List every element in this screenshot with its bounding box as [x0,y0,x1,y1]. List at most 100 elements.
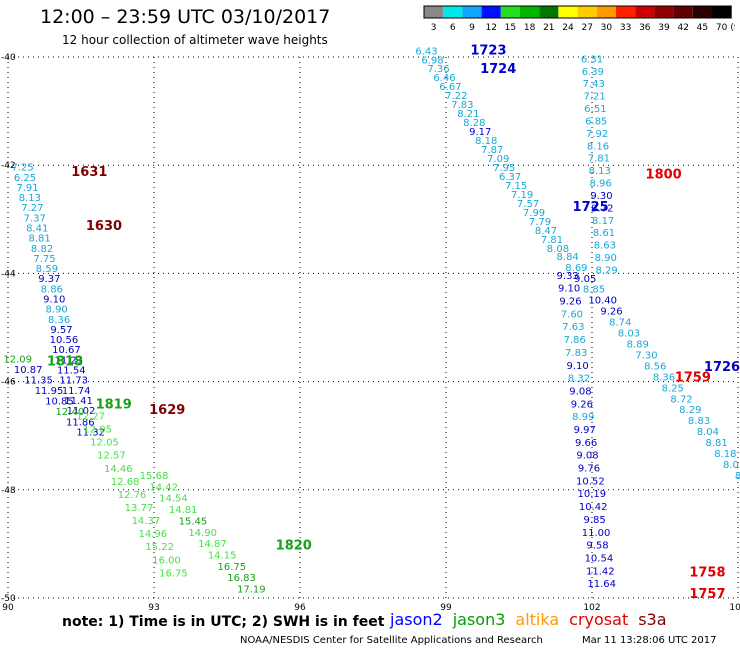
wave-height-map: 90 93 96 99 102 105 -40 -42 -44 -46 -48 -50 7.256.25… [1,43,740,610]
longitude-label: 105 [729,603,740,610]
wave-height-value: 7.57 [517,199,539,210]
wave-height-value: 8.17 [592,216,614,227]
wave-height-value: 11.02 [67,406,96,417]
wave-height-value: 9.58 [586,541,608,552]
wave-height-value: 9.66 [575,438,597,449]
scale-swatch [673,6,693,18]
wave-height-value: 10.67 [52,345,81,356]
page-title: 12:00 – 23:59 UTC 03/10/2017 [40,6,331,28]
scale-label: 70 [716,23,728,33]
wave-height-value: 9.76 [578,464,600,475]
wave-height-value: 12.76 [118,490,147,501]
wave-height-value: 8.03 [618,329,640,340]
wave-height-value: 8.28 [463,118,485,129]
wave-height-value: 14.81 [169,505,198,516]
scale-swatch [577,6,597,18]
scale-label: 39 [658,23,670,33]
generated-timestamp: Mar 11 13:28:06 UTC 2017 [582,635,717,646]
pass-time-label: 1723 [470,43,506,58]
wave-height-value: 16.75 [159,568,188,579]
wave-height-value: 10.52 [576,476,605,487]
wave-height-value: 14.37 [132,516,161,527]
wave-height-value: 8.99 [572,412,594,423]
wave-height-value: 8.90 [46,305,68,316]
wave-height-value: 9.26 [559,297,581,308]
scale-swatch [443,6,463,18]
wave-height-value: 8.47 [535,226,557,237]
wave-height-value: 8.56 [644,361,666,372]
wave-height-value: 7.95 [493,163,515,174]
wave-height-value: 9.72 [591,203,613,214]
wave-height-value: 8.04 [697,427,719,438]
wave-height-value: 14.15 [208,551,237,562]
wave-height-value: 8.0 [735,471,740,482]
wave-height-value: 8.72 [670,394,692,405]
wave-height-value: 8.29 [679,405,701,416]
altimeter-track: 12.27 12.05 12.05 12.57 14.46 12.68 12.76 13.77… [76,411,187,579]
scale-label: 45 [697,23,708,33]
wave-height-value: 7.21 [583,92,605,103]
wave-height-value: 9.26 [600,307,622,318]
pass-time-label: 1820 [276,538,312,553]
wave-height-value: 8.74 [609,318,631,329]
wave-height-value: 6.43 [415,46,437,57]
wave-height-value: 8.83 [688,416,710,427]
wave-height-value: 8.36 [48,315,70,326]
wave-height-value: 8.13 [19,193,41,204]
wave-height-value: 8.13 [589,166,611,177]
wave-height-value: 6.85 [585,116,607,127]
wave-height-value: 6.37 [499,172,521,183]
scale-label: 42 [677,23,688,33]
wave-height-value: 10.85 [45,396,74,407]
scale-swatch [481,6,501,18]
wave-height-value: 8.81 [705,438,727,449]
wave-height-value: 7.37 [24,213,46,224]
wave-height-value: 11.73 [59,376,88,387]
wave-height-value: 14.46 [104,464,133,475]
latitude-label: -50 [1,594,16,604]
wave-height-value: 8.18 [714,449,736,460]
wave-height-value: 11.54 [57,365,86,376]
wave-height-value: 11.86 [66,417,95,428]
wave-height-value: 10.42 [579,502,608,513]
scale-label: 6 [450,23,456,33]
wave-height-value: 9.05 [574,274,596,285]
wave-height-value: 9.10 [566,361,588,372]
wave-height-value: 12.68 [111,477,140,488]
wave-height-value: 11.74 [62,386,91,397]
altimeter-track: 8.848.699.058.8510.409.268.748.038.897.3… [557,252,740,482]
scale-label: (ft) [730,23,735,33]
scale-label: 30 [601,23,613,33]
wave-height-value: 17.19 [237,585,266,596]
scale-label: 12 [485,23,496,33]
scale-label: 24 [562,23,574,33]
altimeter-track: 15.6814.4214.5414.8115.4514.9014.8714.15… [140,471,266,596]
wave-height-value: 9.17 [469,127,491,138]
wave-height-value: 7.63 [562,322,584,333]
wave-height-value: 15.22 [145,542,174,553]
scale-label: 21 [543,23,554,33]
scale-swatch [462,6,482,18]
pass-time-label: 1818 [47,354,83,369]
scale-swatch [500,6,520,18]
wave-height-value: 8.18 [475,136,497,147]
wave-height-value: 11.32 [76,428,105,439]
wave-height-value: 11.23 [55,355,84,366]
wave-height-value: 6.39 [582,67,604,78]
wave-height-value: 12.09 [3,355,32,366]
wave-height-value: 8.16 [587,141,609,152]
wave-height-value: 8.86 [41,284,63,295]
wave-height-value: 11.35 [24,376,53,387]
wave-height-value: 7.79 [529,217,551,228]
scale-swatch [692,6,712,18]
wave-height-value: 14.42 [149,482,178,493]
latitude-label: -40 [1,53,16,63]
wave-height-value: 7.43 [583,79,605,90]
wave-height-value: 15.45 [179,516,208,527]
wave-height-value: 8.61 [593,228,615,239]
wave-height-value: 11.95 [35,386,64,397]
latitude-label: -46 [1,378,16,388]
scale-swatch [596,6,616,18]
wave-height-value: 7.92 [586,129,608,140]
